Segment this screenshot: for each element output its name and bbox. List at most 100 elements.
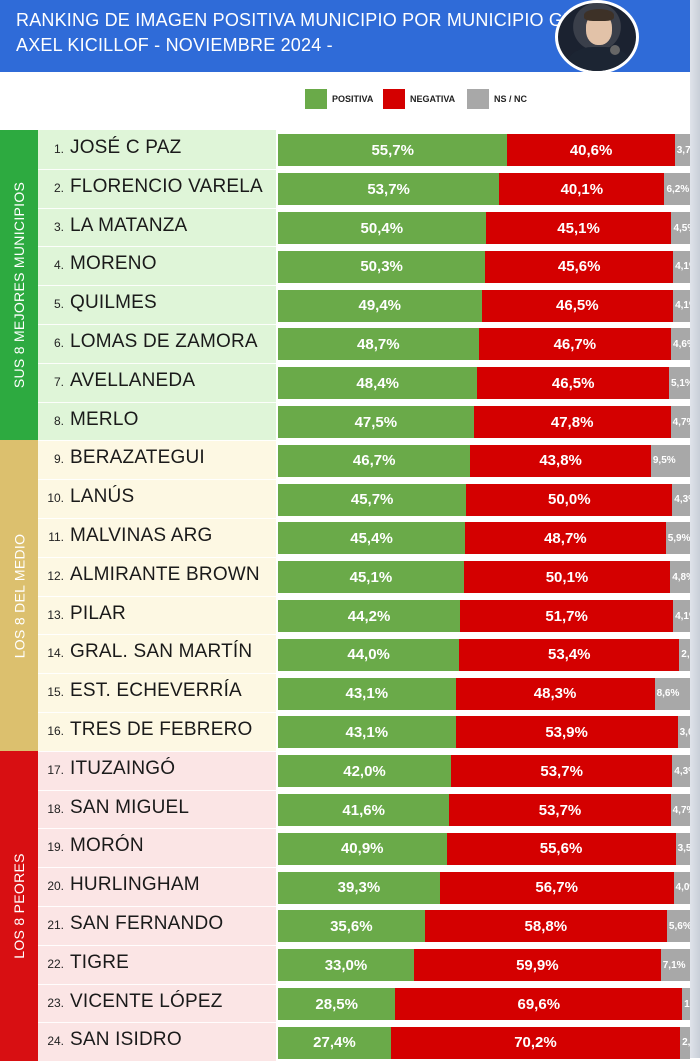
- bar-nsnc: 4,7%: [670, 406, 690, 438]
- legend-swatch-nsnc: [467, 89, 489, 109]
- row-divider: [38, 479, 276, 481]
- rank-number: 1.: [53, 142, 64, 156]
- bar-negativa: 46,5%: [481, 289, 674, 322]
- group-name-background: [38, 750, 276, 1061]
- municipio-name: MORENO: [70, 253, 157, 275]
- row-divider: [38, 906, 276, 907]
- bar-negativa: 47,8%: [473, 406, 671, 438]
- municipio-name: BERAZATEGUI: [70, 447, 205, 469]
- municipio-name: MERLO: [70, 408, 139, 430]
- bar-nsnc: 5,1%: [668, 367, 690, 400]
- row-divider: [38, 828, 276, 830]
- row-divider: [38, 285, 276, 287]
- bar-positiva: 50,3%: [278, 250, 486, 283]
- bar-positiva: 43,1%: [278, 716, 456, 749]
- municipio-name: EST. ECHEVERRÍA: [70, 680, 242, 702]
- municipio-name: SAN ISIDRO: [70, 1029, 182, 1051]
- legend-item-negativa: NEGATIVA: [383, 89, 455, 109]
- municipio-name: LOMAS DE ZAMORA: [70, 331, 258, 352]
- bar-negativa: 70,2%: [390, 1026, 681, 1059]
- municipio-name: HURLINGHAM: [70, 874, 200, 896]
- bar-nsnc: 2,4%: [680, 1026, 690, 1059]
- rank-number: 6.: [53, 336, 64, 350]
- group-name-background: [38, 440, 276, 751]
- bar-negativa: 69,6%: [395, 988, 683, 1020]
- legend-item-nsnc: NS / NC: [467, 89, 527, 109]
- rank-number: 11.: [48, 530, 64, 544]
- bar-positiva: 35,6%: [278, 910, 425, 943]
- bar-negativa: 58,8%: [424, 910, 667, 943]
- right-edge: [690, 0, 700, 1058]
- municipio-name: LANÚS: [70, 486, 135, 508]
- rank-number: 23.: [47, 995, 64, 1010]
- group-label-text: LOS 8 DEL MEDIO: [11, 533, 28, 658]
- rank-number: 2.: [53, 180, 64, 195]
- municipio-name: ITUZAINGÓ: [70, 757, 176, 779]
- bar-nsnc: 4,5%: [671, 212, 690, 244]
- bar-nsnc: 4,6%: [671, 328, 690, 361]
- bar-negativa: 48,3%: [455, 677, 655, 710]
- bar-nsnc: 3,0%: [677, 716, 690, 749]
- group-label: LOS 8 PEORES: [0, 751, 38, 1061]
- bar-negativa: 40,6%: [507, 134, 675, 167]
- legend-label-negativa: NEGATIVA: [410, 94, 456, 104]
- bar-negativa: 56,7%: [439, 871, 674, 904]
- rank-number: 5.: [53, 297, 64, 312]
- header-bar: RANKING DE IMAGEN POSITIVA MUNICIPIO POR…: [0, 0, 700, 74]
- rank-number: 21.: [47, 918, 64, 932]
- municipio-name: SAN MIGUEL: [70, 796, 190, 818]
- rank-number: 24.: [47, 1034, 64, 1049]
- bar-positiva: 45,1%: [278, 561, 464, 594]
- bar-positiva: 33,0%: [278, 949, 414, 982]
- bar-nsnc: 4,1%: [673, 600, 690, 632]
- row-divider: [38, 518, 276, 519]
- bar-positiva: 44,2%: [278, 600, 461, 632]
- bar-positiva: 40,9%: [278, 832, 447, 865]
- bar-negativa: 40,1%: [499, 173, 665, 206]
- rank-number: 8.: [53, 413, 64, 428]
- bar-positiva: 49,4%: [278, 289, 482, 322]
- row-divider: [38, 1022, 276, 1024]
- bar-positiva: 43,1%: [278, 677, 456, 710]
- bar-negativa: 53,4%: [459, 638, 680, 671]
- rank-number: 16.: [47, 724, 64, 738]
- legend-item-positiva: POSITIVA: [305, 89, 373, 109]
- rank-number: 22.: [47, 956, 64, 971]
- municipio-name: QUILMES: [70, 292, 157, 314]
- bar-nsnc: 4,3%: [672, 483, 690, 516]
- bar-negativa: 45,6%: [485, 250, 674, 283]
- bar-nsnc: 7,1%: [660, 949, 690, 982]
- bar-positiva: 28,5%: [278, 988, 396, 1020]
- bar-positiva: 45,4%: [278, 522, 466, 555]
- row-divider: [38, 750, 276, 752]
- group-band: [0, 440, 38, 751]
- municipio-name: LA MATANZA: [70, 214, 188, 236]
- bar-nsnc: 4,1%: [673, 289, 690, 322]
- chart-title-line1: RANKING DE IMAGEN POSITIVA MUNICIPIO POR…: [16, 10, 588, 30]
- bar-positiva: 53,7%: [278, 173, 500, 206]
- group-label-text: SUS 8 MEJORES MUNICIPIOS: [11, 182, 28, 389]
- bar-nsnc: 8,6%: [654, 677, 690, 710]
- group-band: [0, 750, 38, 1061]
- municipio-name: PILAR: [70, 602, 126, 624]
- rank-number: 10.: [47, 491, 64, 506]
- row-divider: [38, 595, 276, 597]
- bar-positiva: 27,4%: [278, 1026, 391, 1059]
- rank-number: 3.: [53, 219, 64, 234]
- bar-negativa: 51,7%: [460, 600, 674, 632]
- rank-number: 17.: [47, 762, 64, 777]
- bar-positiva: 55,7%: [278, 134, 508, 167]
- group-band: [0, 130, 38, 441]
- municipio-name: MALVINAS ARG: [70, 525, 213, 546]
- politician-photo: [555, 0, 639, 74]
- bar-negativa: 45,1%: [485, 212, 672, 244]
- bar-negativa: 59,9%: [413, 949, 661, 982]
- bar-nsnc: 4,0%: [673, 871, 690, 904]
- municipio-name: ALMIRANTE BROWN: [70, 563, 260, 585]
- row-divider: [38, 944, 276, 946]
- row-divider: [38, 168, 276, 170]
- bar-nsnc: 4,7%: [670, 794, 690, 826]
- row-divider: [38, 983, 276, 985]
- bar-nsnc: 3,7%: [674, 134, 690, 167]
- bar-positiva: 41,6%: [278, 794, 450, 826]
